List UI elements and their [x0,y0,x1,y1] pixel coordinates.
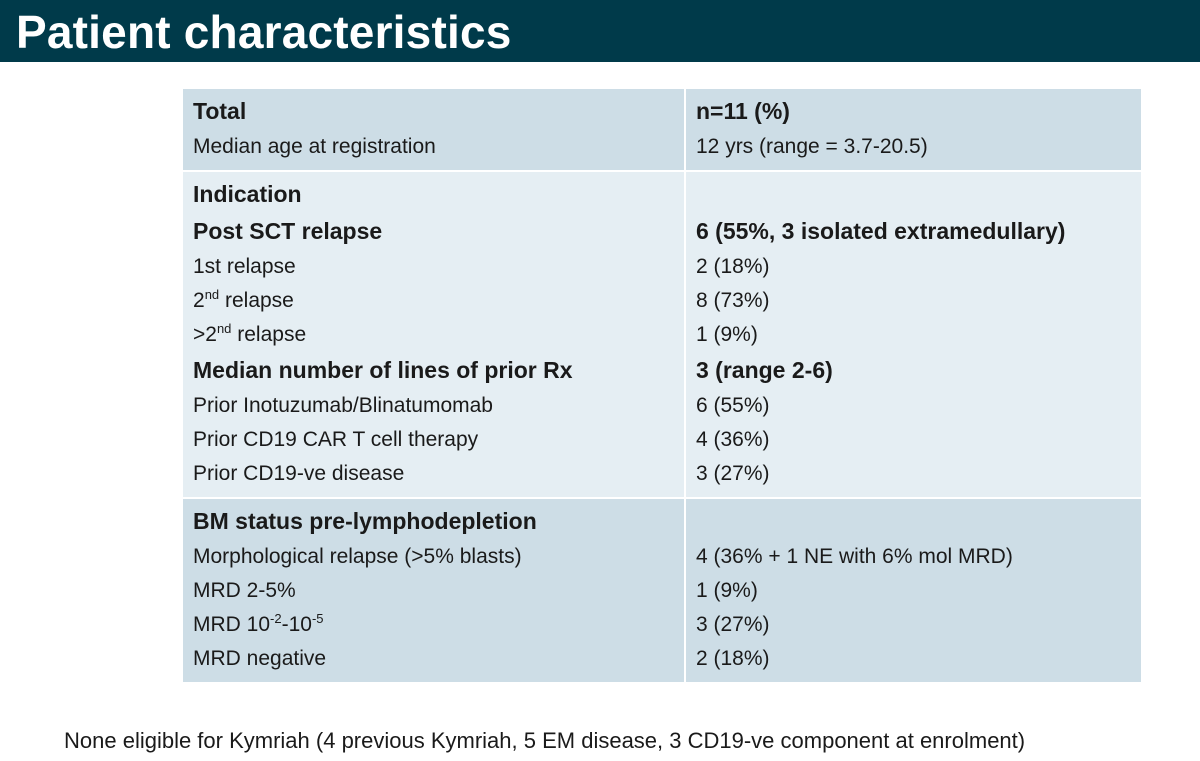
patient-characteristics-table: Total Median age at registration n=11 (%… [183,89,1141,682]
morph-label: Morphological relapse (>5% blasts) [193,545,522,568]
median-lines-label: Median number of lines of prior Rx [193,357,573,383]
median-lines-value: 3 (range 2-6) [696,357,833,383]
title-bar: Patient characteristics [0,0,1200,62]
table-col-value: 4 (36% + 1 NE with 6% mol MRD) 1 (9%) 3 … [686,499,1141,682]
indication-label: Indication [193,181,302,207]
table-col-value: n=11 (%) 12 yrs (range = 3.7-20.5) [686,89,1141,170]
prior-car-label: Prior CD19 CAR T cell therapy [193,428,479,451]
morph-value: 4 (36% + 1 NE with 6% mol MRD) [696,545,1013,568]
table-col-value: 6 (55%, 3 isolated extramedullary) 2 (18… [686,172,1141,497]
mrd-range-label: MRD 10-2-10-5 [193,611,324,636]
prior-cd19neg-label: Prior CD19-ve disease [193,462,405,485]
mrd-range-value: 3 (27%) [696,613,770,636]
median-age-value: 12 yrs (range = 3.7-20.5) [696,135,928,158]
relapse-1st-value: 2 (18%) [696,255,770,278]
prior-ino-label: Prior Inotuzumab/Blinatumomab [193,394,493,417]
table-col-label: Indication Post SCT relapse 1st relapse … [183,172,686,497]
mrd-neg-label: MRD negative [193,647,327,670]
relapse-gt2-value: 1 (9%) [696,323,758,346]
table-block-total: Total Median age at registration n=11 (%… [183,89,1141,172]
total-value: n=11 (%) [696,98,790,124]
mrd-neg-value: 2 (18%) [696,647,770,670]
table-block-bm-status: BM status pre-lymphodepletion Morphologi… [183,499,1141,682]
table-col-label: Total Median age at registration [183,89,686,170]
post-sct-label: Post SCT relapse [193,218,383,244]
table-col-label: BM status pre-lymphodepletion Morphologi… [183,499,686,682]
prior-cd19neg-value: 3 (27%) [696,462,770,485]
footnote: None eligible for Kymriah (4 previous Ky… [64,728,1026,753]
mrd-2-5-value: 1 (9%) [696,579,758,602]
table-block-indication: Indication Post SCT relapse 1st relapse … [183,172,1141,499]
page-title: Patient characteristics [16,6,512,58]
median-age-label: Median age at registration [193,135,436,158]
relapse-1st-label: 1st relapse [193,255,296,278]
total-label: Total [193,98,247,124]
bm-status-value [696,503,1131,540]
prior-car-value: 4 (36%) [696,428,770,451]
bm-status-label: BM status pre-lymphodepletion [193,508,537,534]
post-sct-value: 6 (55%, 3 isolated extramedullary) [696,218,1066,244]
indication-value [696,176,1131,213]
relapse-2nd-label: 2nd relapse [193,287,294,312]
mrd-2-5-label: MRD 2-5% [193,579,296,602]
prior-ino-value: 6 (55%) [696,394,770,417]
relapse-gt2-label: >2nd relapse [193,321,307,346]
relapse-2nd-value: 8 (73%) [696,289,770,312]
